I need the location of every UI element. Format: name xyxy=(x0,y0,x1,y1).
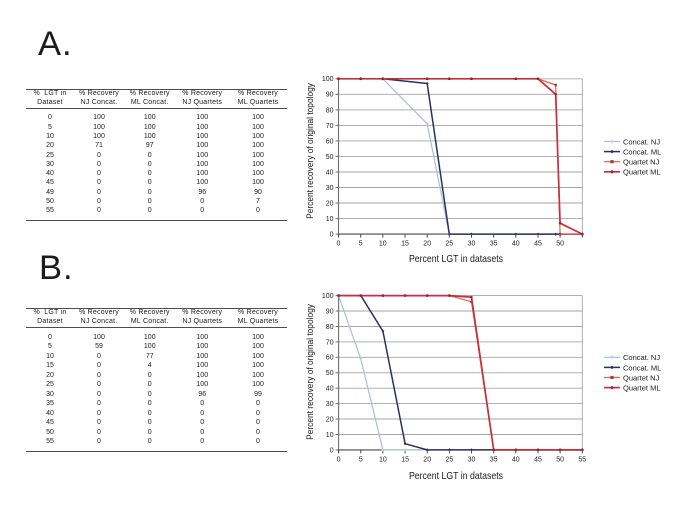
svg-text:30: 30 xyxy=(326,401,334,408)
svg-text:25: 25 xyxy=(445,241,453,248)
svg-text:30: 30 xyxy=(468,241,476,248)
svg-text:60: 60 xyxy=(326,138,334,145)
svg-text:45: 45 xyxy=(534,456,542,463)
svg-text:0: 0 xyxy=(337,456,341,463)
svg-text:Quartet NJ: Quartet NJ xyxy=(623,158,660,167)
svg-text:35: 35 xyxy=(490,456,498,463)
svg-text:0: 0 xyxy=(337,241,341,248)
svg-text:40: 40 xyxy=(326,386,334,393)
svg-text:50: 50 xyxy=(326,154,334,161)
svg-text:60: 60 xyxy=(326,355,334,362)
svg-text:30: 30 xyxy=(468,456,476,463)
svg-text:90: 90 xyxy=(326,308,334,315)
svg-text:Concat. NJ: Concat. NJ xyxy=(623,137,660,146)
svg-text:10: 10 xyxy=(379,456,387,463)
svg-text:0: 0 xyxy=(330,447,334,454)
svg-text:70: 70 xyxy=(326,123,334,130)
svg-text:15: 15 xyxy=(401,456,409,463)
svg-text:90: 90 xyxy=(326,92,334,99)
svg-text:10: 10 xyxy=(326,432,334,439)
svg-text:5: 5 xyxy=(359,241,363,248)
svg-text:40: 40 xyxy=(326,169,334,176)
svg-text:Concat. ML: Concat. ML xyxy=(623,363,661,372)
svg-text:0: 0 xyxy=(330,232,334,239)
svg-text:30: 30 xyxy=(326,185,334,192)
svg-text:40: 40 xyxy=(512,456,520,463)
svg-text:50: 50 xyxy=(556,241,564,248)
svg-text:45: 45 xyxy=(534,241,542,248)
svg-text:Quartet NJ: Quartet NJ xyxy=(623,373,660,382)
svg-text:Quartet ML: Quartet ML xyxy=(623,168,661,177)
svg-text:100: 100 xyxy=(322,293,334,300)
svg-text:40: 40 xyxy=(512,241,520,248)
svg-text:100: 100 xyxy=(322,76,334,83)
svg-text:80: 80 xyxy=(326,324,334,331)
svg-text:10: 10 xyxy=(379,241,387,248)
svg-text:80: 80 xyxy=(326,107,334,114)
svg-text:70: 70 xyxy=(326,339,334,346)
svg-text:Quartet ML: Quartet ML xyxy=(623,384,661,393)
svg-text:35: 35 xyxy=(490,241,498,248)
svg-text:5: 5 xyxy=(359,456,363,463)
svg-text:Concat. NJ: Concat. NJ xyxy=(623,353,660,362)
svg-text:15: 15 xyxy=(401,241,409,248)
svg-text:20: 20 xyxy=(326,200,334,207)
svg-text:Concat. ML: Concat. ML xyxy=(623,148,661,157)
svg-text:20: 20 xyxy=(326,416,334,423)
svg-text:55: 55 xyxy=(578,456,586,463)
svg-text:50: 50 xyxy=(556,456,564,463)
svg-text:50: 50 xyxy=(326,370,334,377)
svg-text:10: 10 xyxy=(326,216,334,223)
svg-text:20: 20 xyxy=(423,456,431,463)
svg-text:25: 25 xyxy=(446,456,454,463)
svg-text:20: 20 xyxy=(423,241,431,248)
